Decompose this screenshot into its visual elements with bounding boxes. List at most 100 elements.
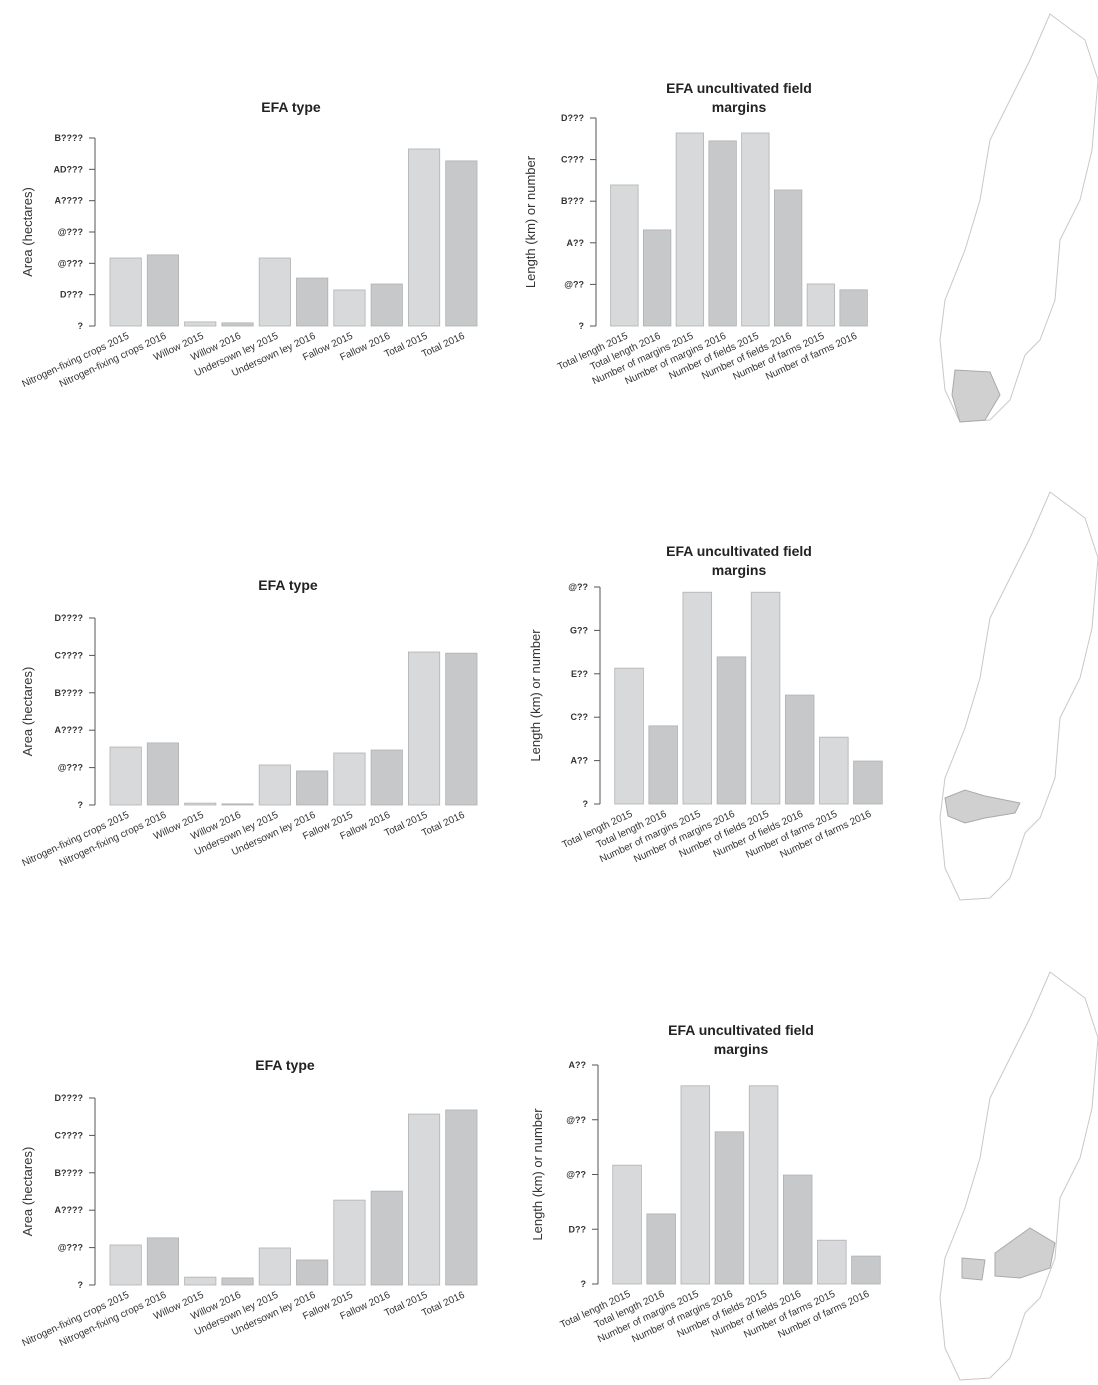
y-tick-label: ? [78, 1280, 84, 1290]
bar [853, 760, 883, 805]
y-tick-label: A?? [571, 756, 589, 766]
y-tick-label: D???? [55, 1093, 84, 1103]
bar [407, 148, 441, 327]
bar [614, 667, 644, 805]
map-region [951, 369, 1001, 423]
bar [333, 752, 366, 806]
y-axis-label: Length (km) or number [523, 155, 538, 288]
map-region [961, 1227, 1056, 1281]
bar [773, 189, 803, 327]
bar [146, 1237, 180, 1286]
map-middle [939, 491, 1098, 901]
bar [714, 1131, 745, 1285]
bar [109, 746, 142, 806]
bar [839, 289, 868, 327]
bar [817, 1239, 847, 1285]
chart-title: EFA type [261, 99, 321, 115]
bar [296, 770, 329, 806]
bar [370, 749, 403, 806]
bar [610, 184, 639, 327]
bar [675, 132, 705, 327]
y-tick-label: ? [581, 1279, 587, 1289]
y-axis-label: Area (hectares) [20, 667, 35, 757]
y-tick-label: @??? [58, 763, 83, 773]
bar [445, 1109, 478, 1286]
bar [680, 1085, 711, 1285]
y-tick-label: B???? [55, 133, 84, 143]
bar [642, 229, 672, 327]
y-tick-label: D???? [55, 613, 84, 623]
bar [708, 140, 737, 327]
bar [782, 1174, 813, 1285]
bar [184, 802, 217, 806]
bar [333, 1199, 366, 1286]
bar [221, 1277, 254, 1286]
bar [784, 694, 815, 805]
y-axis-label: Length (km) or number [528, 629, 543, 762]
y-tick-label: @?? [564, 279, 584, 289]
x-tick-label: Total 2016 [420, 331, 467, 361]
bar [296, 277, 329, 327]
bar [258, 1247, 291, 1286]
bar [370, 1190, 403, 1286]
y-tick-label: A???? [55, 725, 84, 735]
y-tick-label: D?? [569, 1224, 587, 1234]
x-tick-label: Total 2016 [420, 1290, 467, 1320]
y-tick-label: D??? [561, 113, 584, 123]
y-tick-label: ? [579, 321, 585, 331]
map-outline [939, 13, 1098, 423]
y-tick-label: D??? [60, 290, 83, 300]
chart-title: EFA type [255, 1057, 315, 1073]
y-tick-label: @??? [58, 227, 83, 237]
chart-title: EFA uncultivated field margins [666, 543, 812, 578]
bar [296, 1259, 329, 1286]
y-tick-label: B???? [55, 688, 84, 698]
bar [407, 1113, 441, 1286]
bar [819, 736, 849, 805]
y-tick-label: A???? [55, 1205, 84, 1215]
y-tick-label: B??? [561, 196, 584, 206]
bar [109, 1244, 142, 1286]
bar [258, 764, 291, 806]
map-bottom [939, 971, 1098, 1381]
bar [612, 1164, 642, 1285]
chart-title: EFA uncultivated field margins [666, 80, 812, 115]
map-region [944, 789, 1021, 824]
bar [646, 1213, 676, 1285]
y-tick-label: @?? [568, 582, 588, 592]
map-outline [939, 491, 1098, 901]
bar [370, 283, 403, 327]
bar [851, 1255, 881, 1285]
y-tick-label: C??? [561, 155, 584, 165]
y-tick-label: C???? [55, 650, 84, 660]
y-tick-label: E?? [571, 669, 588, 679]
bar [333, 289, 366, 327]
y-tick-label: C?? [571, 712, 589, 722]
y-axis-label: Length (km) or number [530, 1108, 545, 1241]
bar [221, 322, 254, 327]
bar [806, 283, 836, 327]
bar [445, 160, 478, 327]
y-tick-label: AD??? [54, 164, 84, 174]
bar [184, 1276, 217, 1286]
y-tick-label: B???? [55, 1168, 84, 1178]
y-tick-label: G?? [570, 625, 588, 635]
map-top [939, 13, 1098, 423]
bar [750, 591, 781, 805]
bar [146, 742, 180, 806]
y-tick-label: A?? [569, 1060, 587, 1070]
bar [109, 257, 142, 327]
bar [445, 652, 478, 806]
y-tick-label: ? [78, 321, 84, 331]
y-tick-label: A?? [567, 238, 585, 248]
y-tick-label: A???? [55, 196, 84, 206]
y-tick-label: @??? [58, 1243, 83, 1253]
y-tick-label: @??? [58, 258, 83, 268]
y-tick-label: @?? [566, 1115, 586, 1125]
bar [716, 656, 747, 805]
bar [748, 1085, 779, 1285]
y-tick-label: C???? [55, 1130, 84, 1140]
x-tick-label: Total 2016 [420, 810, 467, 840]
